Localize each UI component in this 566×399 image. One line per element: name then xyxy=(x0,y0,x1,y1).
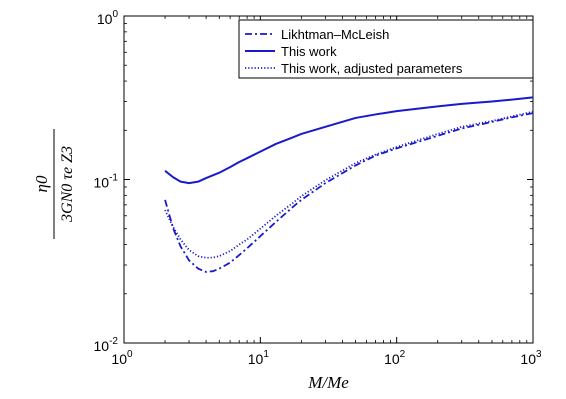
legend: Likhtman–McLeish This work This work, adju… xyxy=(238,19,534,79)
series-line-dotted xyxy=(164,110,534,259)
x-tick-label: 103 xyxy=(520,349,542,367)
y-axis-label: η0 3GN0 τe Z3 xyxy=(32,129,76,239)
y-axis-label-numerator: η0 xyxy=(32,175,51,192)
series-lines xyxy=(164,96,534,273)
legend-entry-label: This work xyxy=(281,44,337,59)
legend-entry-label: This work, adjusted parameters xyxy=(281,61,463,76)
y-tick-label: 10-2 xyxy=(94,336,119,354)
legend-box xyxy=(238,19,534,79)
x-tick-label: 102 xyxy=(384,349,406,367)
y-tick-label: 10-1 xyxy=(94,173,119,191)
series-line-dashdot xyxy=(164,112,534,273)
x-axis-label: M/Me xyxy=(307,373,349,392)
axis-ticks: 100 101 102 103 10-2 10-1 100 xyxy=(94,9,542,367)
series-line-solid xyxy=(164,96,534,185)
x-tick-label: 100 xyxy=(111,349,133,367)
y-tick-label: 100 xyxy=(97,9,119,27)
legend-entry-label: Likhtman–McLeish xyxy=(281,27,389,42)
x-tick-label: 101 xyxy=(248,349,270,367)
y-axis-label-denominator: 3GN0 τe Z3 xyxy=(59,146,76,223)
